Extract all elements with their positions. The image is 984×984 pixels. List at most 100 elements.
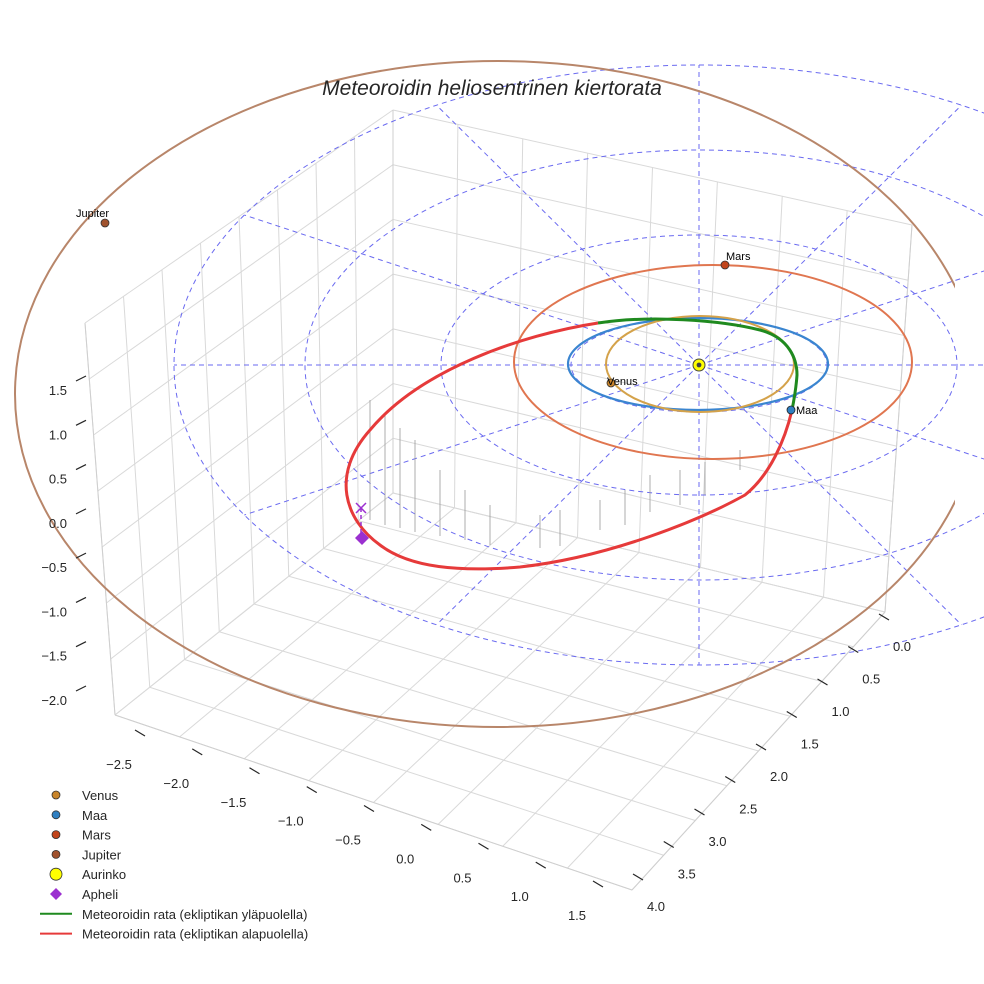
left-wall-grid-line <box>123 296 151 688</box>
x-axis-tick-mark <box>535 861 547 869</box>
floor-grid-line <box>567 596 824 869</box>
left-wall-grid-line <box>238 216 255 605</box>
pane-edge <box>84 322 116 716</box>
legend-marker-jupiter <box>51 850 61 859</box>
legend-label: Aurinko <box>82 867 126 882</box>
floor-grid-line <box>253 603 759 752</box>
x-axis-tick-label: −0.5 <box>335 833 361 848</box>
left-wall-grid-line <box>84 109 394 324</box>
ecliptic-radial-line <box>436 104 700 366</box>
z-axis-tick-mark <box>75 685 87 692</box>
legend-label: Jupiter <box>82 847 122 862</box>
x-axis-tick-mark <box>191 748 203 756</box>
jupiter-marker <box>100 218 110 228</box>
ecliptic-radial-line <box>244 214 700 366</box>
y-axis-tick-label: 2.5 <box>739 802 757 817</box>
back-wall-grid-line <box>577 153 589 538</box>
x-axis-tick-mark <box>478 842 489 850</box>
z-axis-tick-mark <box>75 419 87 426</box>
back-wall-grid-line <box>392 383 893 502</box>
meteoroid-orbit-below-ecliptic <box>344 321 794 571</box>
mars-label: Mars <box>726 251 751 263</box>
y-axis-tick-label: 1.0 <box>831 704 849 719</box>
jupiter-orbit <box>14 60 955 728</box>
ecliptic-radial-line <box>698 364 962 626</box>
x-axis-ticks: −2.5 −2.0 −1.5 −1.0 −0.5 0.0 0.5 1.0 1.5 <box>106 729 604 923</box>
z-axis-tick-mark <box>75 596 87 603</box>
legend: Venus Maa Mars Jupiter Aurinko Apheli Meteoroi… <box>40 788 308 942</box>
floor-grid-line <box>437 567 701 825</box>
x-axis-tick-label: −2.5 <box>106 757 132 772</box>
z-axis-tick-label: 1.0 <box>49 427 67 442</box>
floor-grid-line <box>323 548 822 682</box>
back-wall-grid-line <box>392 328 897 447</box>
z-axis-tick-mark <box>75 552 87 559</box>
ecliptic-radial-line <box>698 270 984 366</box>
x-axis-tick-label: −1.5 <box>221 795 247 810</box>
y-axis-tick-mark <box>786 710 798 719</box>
left-wall-grid-line <box>161 269 185 660</box>
y-axis-tick-mark <box>632 873 644 881</box>
y-axis-tick-label: 3.0 <box>708 834 726 849</box>
jupiter-label: Jupiter <box>76 208 109 220</box>
z-axis-tick-label: −0.5 <box>41 560 67 575</box>
back-wall-grid-line <box>392 109 913 226</box>
ecliptic-reference-circles <box>173 64 984 666</box>
ecliptic-radial-line <box>698 104 962 366</box>
y-axis-tick-label: 4.0 <box>647 899 665 914</box>
y-axis-tick-label: 2.0 <box>770 769 788 784</box>
left-wall-grid-line <box>200 243 220 632</box>
z-axis-tick-mark <box>75 641 87 648</box>
y-axis-tick-mark <box>724 775 736 784</box>
y-axis-tick-label: 0.0 <box>893 639 911 654</box>
z-axis-tick-label: 0.0 <box>49 516 67 531</box>
left-wall-grid-line <box>277 189 290 577</box>
venus-marker <box>606 378 616 388</box>
back-wall-grid-line <box>392 492 886 613</box>
z-axis-tick-label: 0.5 <box>49 472 67 487</box>
x-axis-tick-label: 1.5 <box>568 908 586 923</box>
x-axis-tick-mark <box>249 767 260 775</box>
legend-marker-venus <box>51 790 61 800</box>
floor-grid-line <box>288 575 791 717</box>
back-wall-grid-line <box>761 196 783 583</box>
z-axis-tick-label: −1.0 <box>41 604 67 619</box>
legend-label: Maa <box>82 808 108 823</box>
legend-marker-mars <box>51 830 61 839</box>
legend-label: Meteoroidin rata (ekliptikan alapuolella… <box>82 927 308 942</box>
y-axis-tick-mark <box>694 808 705 816</box>
back-wall-grid-line <box>515 138 524 523</box>
legend-marker-maa <box>51 810 61 820</box>
z-axis-tick-label: −2.0 <box>41 693 67 708</box>
back-wall-grid-line <box>392 437 889 558</box>
back-wall-grid-line <box>638 167 653 553</box>
back-wall-grid-line <box>392 164 909 281</box>
left-wall-grid-line <box>97 273 394 492</box>
pane-edge <box>114 714 633 891</box>
left-wall-grid-line <box>106 383 394 604</box>
legend-label: Meteoroidin rata (ekliptikan yläpuolella… <box>82 907 307 922</box>
back-wall-grid-line <box>392 218 905 337</box>
z-axis-tick-label: 1.5 <box>49 383 67 398</box>
x-axis-tick-label: −2.0 <box>163 776 189 791</box>
y-axis-tick-mark <box>663 840 675 849</box>
venus-label: Venus <box>607 376 638 388</box>
y-axis-tick-mark <box>878 613 890 621</box>
y-axis-tick-label: 3.5 <box>678 867 696 882</box>
sun-marker <box>692 358 706 372</box>
aphelion-projection-marker <box>355 502 367 514</box>
mars-orbit <box>513 264 913 460</box>
x-axis-tick-mark <box>592 880 604 888</box>
left-wall-grid-line <box>93 219 394 436</box>
y-axis-tick-mark <box>817 678 828 686</box>
z-axis-tick-mark <box>75 464 87 471</box>
x-axis-tick-label: −1.0 <box>278 814 304 829</box>
x-axis-tick-label: 1.0 <box>511 889 529 904</box>
orbit-drop-lines <box>369 400 741 548</box>
x-axis-tick-mark <box>363 804 375 813</box>
ecliptic-reference-circle <box>304 149 984 581</box>
y-axis-tick-mark <box>755 743 767 751</box>
axes-pane-edges <box>84 110 913 891</box>
earth-marker <box>786 405 796 415</box>
legend-label: Mars <box>82 828 111 843</box>
